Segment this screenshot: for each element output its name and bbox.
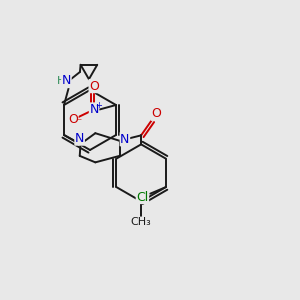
Text: O: O [151,107,161,120]
Text: N: N [89,103,99,116]
Text: Cl: Cl [136,190,148,203]
Text: N: N [62,74,71,88]
Text: O: O [68,112,78,126]
Text: O: O [89,80,99,93]
Text: H: H [57,76,65,86]
Text: N: N [75,132,84,145]
Text: +: + [95,101,102,110]
Text: ⁻: ⁻ [76,118,82,128]
Text: N: N [120,133,130,146]
Text: CH₃: CH₃ [131,218,152,227]
